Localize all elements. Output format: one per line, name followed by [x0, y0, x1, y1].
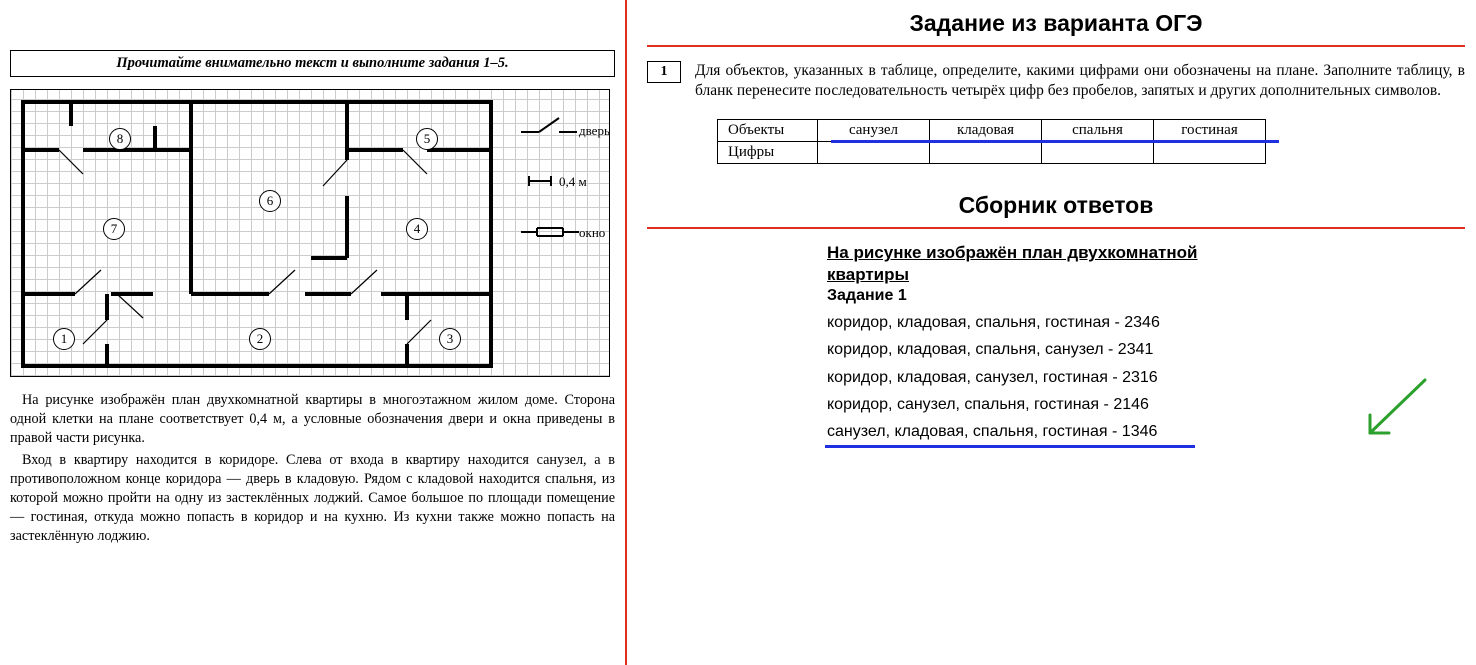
- legend-door-label: дверь: [579, 123, 610, 139]
- paragraph-1: На рисунке изображён план двухкомнатной …: [10, 391, 615, 449]
- right-panel: Задание из варианта ОГЭ 1 Для объектов, …: [625, 0, 1475, 665]
- cell-digit-2[interactable]: [930, 142, 1042, 164]
- answers-block: На рисунке изображён план двухкомнатной …: [647, 243, 1465, 445]
- cell-digit-3[interactable]: [1042, 142, 1154, 164]
- divider-red-2: [647, 227, 1465, 229]
- room-label-4: 4: [406, 218, 428, 240]
- description-text: На рисунке изображён план двухкомнатной …: [10, 391, 615, 546]
- cell-kladovaya: кладовая: [930, 120, 1042, 142]
- objects-table-wrap: Объекты санузел кладовая спальня гостина…: [647, 119, 1465, 164]
- cell-spalnya: спальня: [1042, 120, 1154, 142]
- task-number-box: 1: [647, 61, 681, 83]
- cell-digit-1[interactable]: [818, 142, 930, 164]
- legend-scale-label: 0,4 м: [559, 174, 587, 190]
- answer-subtitle: Задание 1: [827, 287, 1465, 305]
- task-text: Для объектов, указанных в таблице, опред…: [695, 61, 1465, 101]
- room-label-5: 5: [416, 128, 438, 150]
- blue-underline-answer: [825, 445, 1195, 448]
- cell-sanusel: санузел: [818, 120, 930, 142]
- heading-variant: Задание из варианта ОГЭ: [647, 10, 1465, 37]
- heading-answers: Сборник ответов: [647, 192, 1465, 219]
- instruction-box: Прочитайте внимательно текст и выполните…: [10, 50, 615, 77]
- table-row: Цифры: [718, 142, 1266, 164]
- task-row: 1 Для объектов, указанных в таблице, опр…: [647, 61, 1465, 101]
- table-row: Объекты санузел кладовая спальня гостина…: [718, 120, 1266, 142]
- left-panel: Прочитайте внимательно текст и выполните…: [0, 0, 625, 665]
- cell-gostinaya: гостиная: [1154, 120, 1266, 142]
- cell-objects-header: Объекты: [718, 120, 818, 142]
- room-label-6: 6: [259, 190, 281, 212]
- room-label-8: 8: [109, 128, 131, 150]
- room-label-7: 7: [103, 218, 125, 240]
- answer-line-1: коридор, кладовая, спальня, гостиная - 2…: [827, 309, 1465, 336]
- green-arrow-icon: [1355, 375, 1435, 445]
- answer-title-line2: квартиры: [827, 265, 1465, 285]
- room-label-2: 2: [249, 328, 271, 350]
- legend-window-label: окно: [579, 225, 605, 241]
- blue-underline-table: [831, 140, 1279, 143]
- divider-red-1: [647, 45, 1465, 47]
- cell-digit-4[interactable]: [1154, 142, 1266, 164]
- room-label-3: 3: [439, 328, 461, 350]
- floor-plan-container: 1 2 3 4 5 6 7 8 дверь 0,4 м окно: [10, 89, 610, 377]
- cell-digits-header: Цифры: [718, 142, 818, 164]
- room-label-1: 1: [53, 328, 75, 350]
- answer-line-2: коридор, кладовая, спальня, санузел - 23…: [827, 336, 1465, 363]
- floor-plan-svg: [11, 90, 611, 378]
- paragraph-2: Вход в квартиру находится в коридоре. Сл…: [10, 451, 615, 547]
- answer-title-line1: На рисунке изображён план двухкомнатной: [827, 243, 1465, 263]
